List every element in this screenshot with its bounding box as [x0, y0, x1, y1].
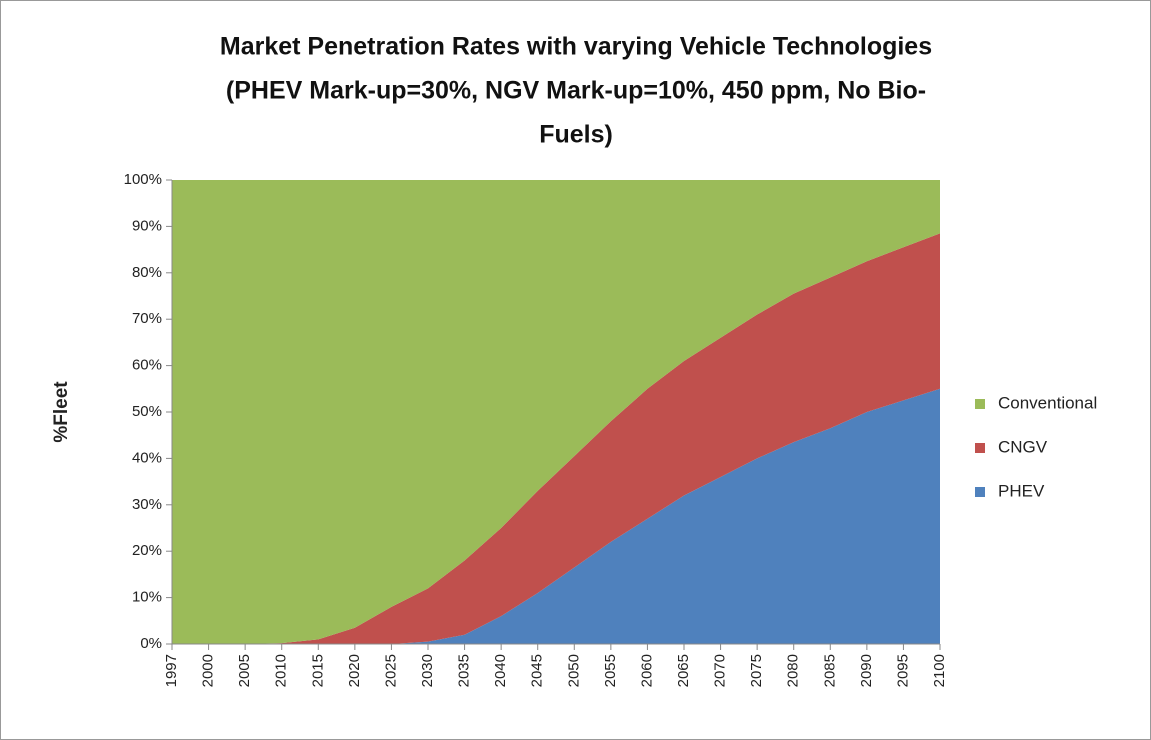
- y-tick-label: 20%: [132, 542, 162, 559]
- x-tick-label: 2055: [602, 654, 619, 687]
- x-tick-label: 2080: [785, 654, 802, 687]
- x-tick-label: 2095: [894, 654, 911, 687]
- x-tick-label: 2010: [273, 654, 290, 687]
- x-tick-label: 1997: [163, 654, 180, 687]
- area: [172, 233, 940, 645]
- y-tick-label: 100%: [124, 171, 162, 188]
- x-tick-label: 2045: [529, 654, 546, 687]
- legend-label: CNGV: [998, 437, 1048, 456]
- legend-label: Conventional: [998, 393, 1097, 412]
- x-tick-label: 2060: [638, 654, 655, 687]
- x-tick-label: 2090: [858, 654, 875, 687]
- chart-title: Market Penetration Rates with varying Ve…: [220, 33, 932, 61]
- y-tick-label: 60%: [132, 357, 162, 374]
- x-tick-label: 2005: [236, 654, 253, 687]
- y-tick-label: 40%: [132, 449, 162, 466]
- x-tick-label: 2040: [492, 654, 509, 687]
- area: [172, 388, 940, 644]
- y-tick-label: 80%: [132, 264, 162, 281]
- x-tick-label: 2070: [712, 654, 729, 687]
- y-tick-label: 70%: [132, 310, 162, 327]
- x-tick-label: 2050: [565, 654, 582, 687]
- legend-swatch: [975, 399, 985, 409]
- y-tick-label: 0%: [140, 635, 162, 652]
- chart-title: Fuels): [539, 121, 613, 149]
- y-tick-label: 10%: [132, 589, 162, 606]
- x-tick-label: 2025: [382, 654, 399, 687]
- y-axis-label: %Fleet: [51, 381, 72, 443]
- x-tick-label: 2075: [748, 654, 765, 687]
- x-tick-label: 2085: [821, 654, 838, 687]
- x-tick-label: 2030: [419, 654, 436, 687]
- x-tick-label: 2000: [200, 654, 217, 687]
- y-tick-label: 30%: [132, 496, 162, 513]
- y-tick-label: 50%: [132, 403, 162, 420]
- x-tick-label: 2020: [346, 654, 363, 687]
- legend-swatch: [975, 443, 985, 453]
- x-tick-label: 2035: [456, 654, 473, 687]
- y-tick-label: 90%: [132, 217, 162, 234]
- x-tick-label: 2015: [309, 654, 326, 687]
- x-tick-label: 2065: [675, 654, 692, 687]
- legend-swatch: [975, 487, 985, 497]
- area: [172, 180, 940, 644]
- legend-label: PHEV: [998, 481, 1045, 500]
- chart-title: (PHEV Mark-up=30%, NGV Mark-up=10%, 450 …: [226, 77, 926, 105]
- x-tick-label: 2100: [931, 654, 948, 687]
